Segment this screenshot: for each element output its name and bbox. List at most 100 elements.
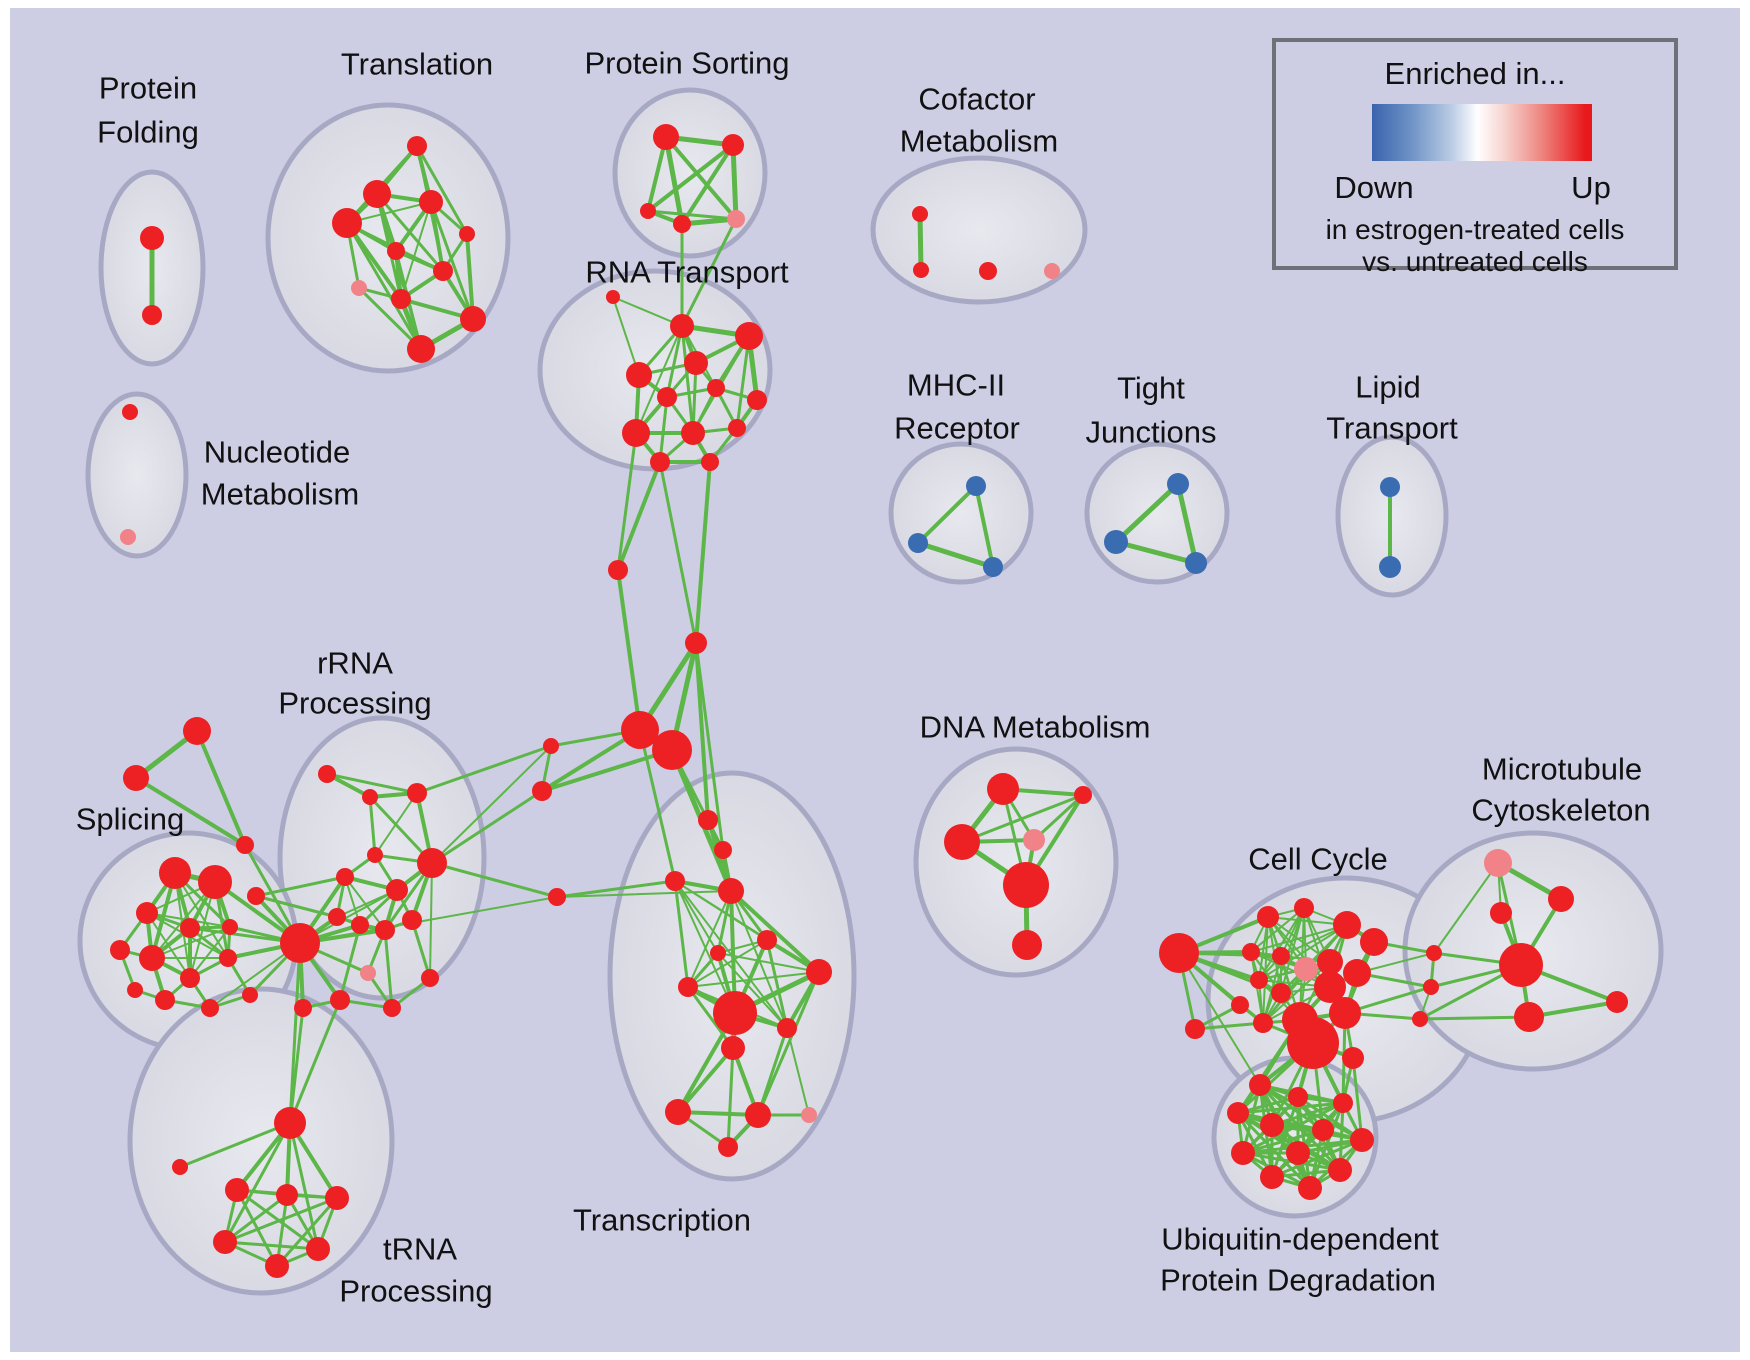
gene-set-node (1333, 1093, 1353, 1113)
gene-set-node (721, 1036, 745, 1060)
legend: Enriched in... Down Up in estrogen-treat… (1272, 38, 1678, 277)
edge (400, 201, 432, 300)
gene-set-node (222, 919, 238, 935)
gene-set-node (330, 990, 350, 1010)
cluster-labels: Protein Folding Translation Protein Sorting… (76, 46, 1651, 1309)
edge (676, 1046, 735, 1114)
edge (663, 134, 685, 227)
gene-set-node (1003, 862, 1049, 908)
cluster-ubiquitin-degradation-label: Ubiquitin-dependent (1161, 1222, 1439, 1257)
gene-set-node (383, 999, 401, 1017)
cluster-cell-cycle-label: Cell Cycle (1248, 842, 1388, 877)
edge (465, 232, 475, 321)
edge (540, 728, 642, 793)
gene-set-node (1314, 971, 1346, 1003)
gene-set-node (318, 765, 336, 783)
gene-set-node (681, 421, 705, 445)
gene-set-node (707, 379, 725, 397)
gene-set-node (1167, 473, 1189, 495)
gene-set-node (1242, 943, 1260, 961)
gene-set-node (684, 351, 708, 375)
gene-set-node (727, 210, 745, 228)
edge (383, 928, 394, 1010)
gene-set-node (1023, 829, 1045, 851)
gene-set-node (433, 261, 453, 281)
gene-set-node (294, 999, 312, 1017)
edge (676, 1110, 760, 1117)
edge (680, 143, 735, 226)
edge (786, 1027, 810, 1116)
gene-set-node (325, 1186, 349, 1210)
gene-set-node (1260, 1165, 1284, 1189)
gene-set-node (1104, 530, 1128, 554)
gene-set-node (363, 180, 391, 208)
edge (638, 728, 677, 883)
cluster-nucleotide-metabolism-label: Metabolism (201, 477, 360, 512)
edge (357, 286, 423, 351)
edge (1032, 793, 1085, 842)
gene-set-node (1012, 930, 1042, 960)
gene-set-node (1294, 957, 1318, 981)
edge (1250, 907, 1305, 953)
gene-set-node (1287, 1017, 1339, 1069)
gene-set-node (198, 865, 232, 899)
gene-set-node (801, 1107, 817, 1123)
edge (974, 484, 995, 569)
gene-set-node (120, 529, 136, 545)
cluster-rna-transport-label: RNA Transport (585, 255, 789, 290)
gene-set-node (421, 969, 439, 987)
gene-set-node (1379, 556, 1401, 578)
gene-set-node (402, 910, 422, 930)
gene-set-node (407, 783, 427, 803)
gene-set-node (136, 902, 158, 924)
gene-set-node (710, 945, 726, 961)
edge (223, 1196, 339, 1244)
gene-set-node (621, 711, 659, 749)
edge (1193, 1021, 1265, 1031)
edge (679, 216, 739, 227)
gene-set-node (747, 390, 767, 410)
gene-set-node (913, 262, 929, 278)
legend-subtitle-line1: in estrogen-treated cells (1325, 214, 1625, 245)
cluster-cofactor-metabolism-label: Cofactor (918, 82, 1035, 117)
gene-set-node (1499, 943, 1543, 987)
gene-set-node (728, 419, 746, 437)
edge (415, 144, 469, 236)
gene-set-node (670, 314, 694, 338)
gene-set-node (276, 1184, 298, 1206)
gene-set-node (265, 1254, 289, 1278)
gene-set-node (142, 305, 162, 325)
cluster-protein-folding-label: Folding (97, 115, 199, 150)
gene-set-node (219, 949, 237, 967)
edge (1236, 1101, 1345, 1115)
gene-set-node (1260, 1113, 1284, 1137)
gene-set-node (908, 533, 928, 553)
gene-set-node (1312, 1119, 1334, 1141)
gene-set-node (1412, 1011, 1428, 1027)
edge (556, 890, 732, 898)
gene-set-node (280, 923, 320, 963)
edge (1113, 539, 1199, 566)
edge (646, 143, 735, 213)
gene-set-node (1514, 1002, 1544, 1032)
gene-set-node (172, 1159, 188, 1175)
gene-set-node (375, 920, 395, 940)
edge (275, 1196, 339, 1268)
gene-set-node (336, 868, 354, 886)
edge (680, 324, 695, 435)
edge (325, 772, 419, 795)
gene-set-node (1288, 1087, 1308, 1107)
cluster-mhc-ii-receptor-label: Receptor (894, 411, 1020, 446)
edge (288, 941, 302, 1125)
edge (1178, 952, 1261, 1086)
gene-set-node (1484, 849, 1512, 877)
gene-set-node (1185, 1019, 1205, 1039)
gene-set-node (640, 203, 656, 219)
gene-set-node (966, 476, 986, 496)
cluster-protein-folding-label: Protein (99, 71, 197, 106)
gene-set-node (657, 387, 677, 407)
edge (694, 641, 710, 822)
nodes (110, 124, 1628, 1278)
legend-up-label: Up (1571, 170, 1611, 205)
